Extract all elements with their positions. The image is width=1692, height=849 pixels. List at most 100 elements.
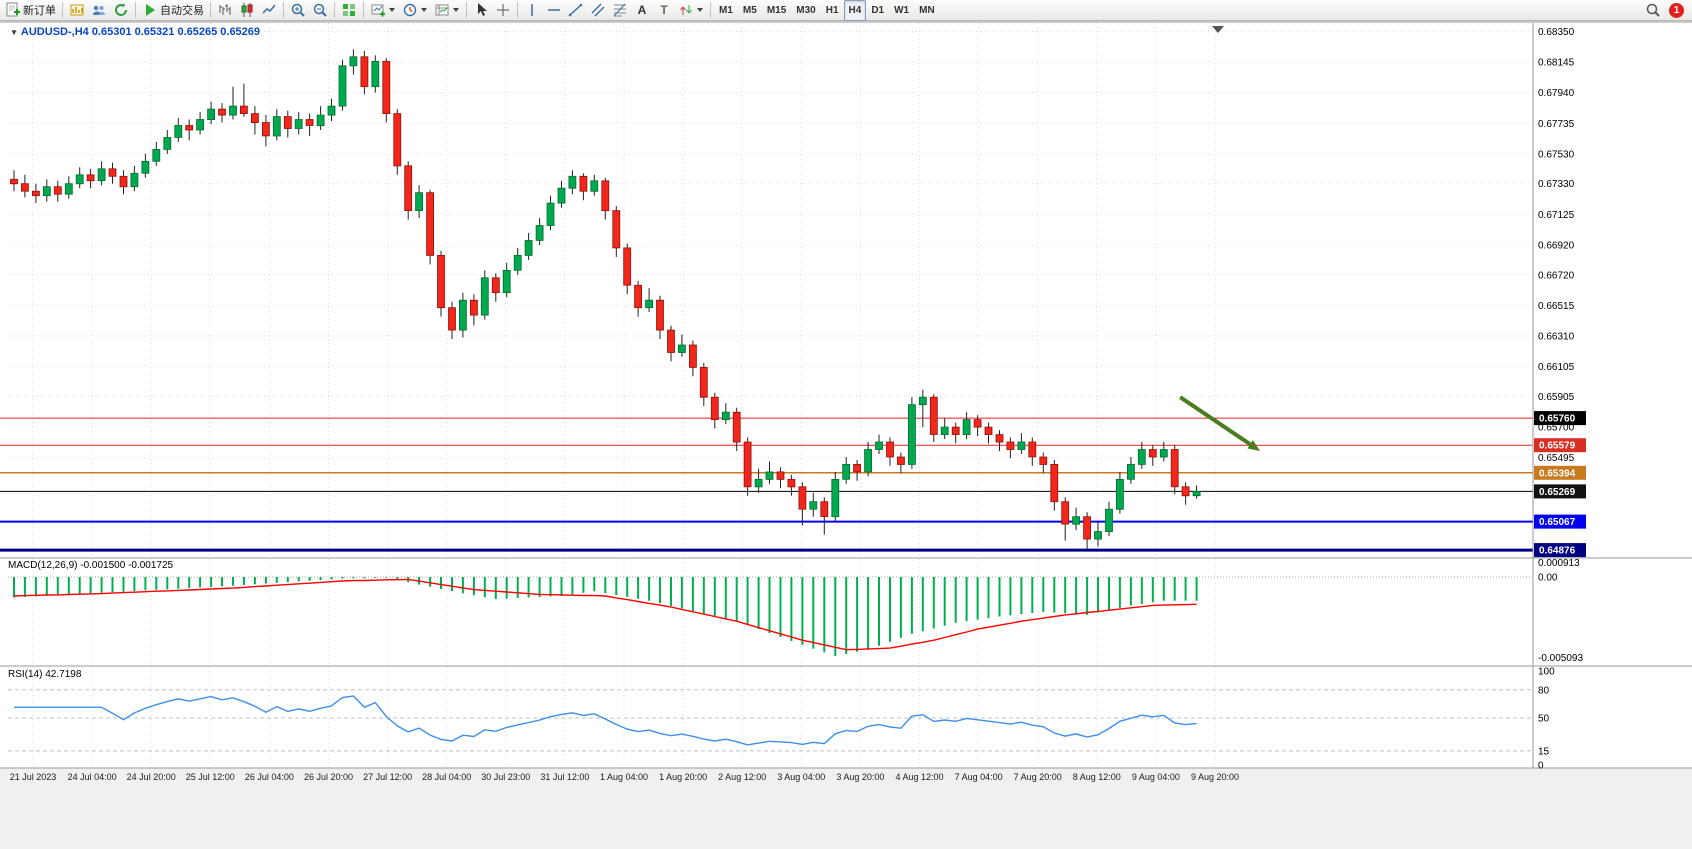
symbol-marker-icon[interactable]: ▼ bbox=[10, 27, 18, 37]
toolbar-separator bbox=[466, 2, 467, 18]
market-watch-button[interactable] bbox=[66, 0, 88, 21]
tile-icon bbox=[341, 2, 357, 18]
line-chart-button[interactable] bbox=[258, 0, 280, 21]
toolbar-separator bbox=[363, 2, 364, 18]
channel-icon bbox=[590, 2, 606, 18]
vline-icon bbox=[524, 2, 540, 18]
svg-text:27 Jul 12:00: 27 Jul 12:00 bbox=[363, 772, 412, 782]
tf-mn-button[interactable]: MN bbox=[919, 4, 935, 16]
accounts-button[interactable] bbox=[88, 0, 110, 21]
svg-text:30 Jul 23:00: 30 Jul 23:00 bbox=[481, 772, 530, 782]
svg-text:1 Aug 04:00: 1 Aug 04:00 bbox=[600, 772, 648, 782]
horizontal-line-button[interactable] bbox=[543, 0, 565, 21]
tf-d1-button[interactable]: D1 bbox=[871, 4, 885, 16]
svg-text:31 Jul 12:00: 31 Jul 12:00 bbox=[540, 772, 589, 782]
tf-m1-button[interactable]: M1 bbox=[719, 4, 733, 16]
svg-text:24 Jul 20:00: 24 Jul 20:00 bbox=[127, 772, 176, 782]
chart-canvas[interactable]: 0.68350 0.68145 0.67940 0.67735 0.67530 0.673… bbox=[0, 21, 1692, 849]
bar-chart-button[interactable] bbox=[214, 0, 236, 21]
svg-text:2 Aug 12:00: 2 Aug 12:00 bbox=[718, 772, 766, 782]
svg-text:0.67530: 0.67530 bbox=[1538, 149, 1575, 160]
candlesticks bbox=[10, 49, 1201, 550]
price-axis: 0.68350 0.68145 0.67940 0.67735 0.67530 0.673… bbox=[1534, 27, 1586, 772]
caret-icon bbox=[420, 2, 428, 18]
arrows-button[interactable] bbox=[675, 0, 707, 21]
candles-style-icon bbox=[239, 2, 255, 18]
toolbar-separator bbox=[334, 2, 335, 18]
new-order-button[interactable]: 新订单 bbox=[2, 0, 59, 21]
chart-background bbox=[0, 22, 1692, 768]
periods-button[interactable] bbox=[399, 0, 431, 21]
tf-w1-button[interactable]: W1 bbox=[894, 4, 910, 16]
toolbar-right: 1 bbox=[1642, 0, 1690, 21]
rsi-panel bbox=[8, 689, 1532, 752]
toolbar-buttons: 新订单 自动交易 A T M1 M5 M15 M30 H1 H4 D1 W1 MN bbox=[2, 0, 940, 21]
caret-icon bbox=[696, 2, 704, 18]
svg-text:50: 50 bbox=[1538, 714, 1550, 725]
svg-text:-0.005093: -0.005093 bbox=[1538, 653, 1583, 664]
horizontal-level-lines[interactable] bbox=[0, 417, 1533, 552]
candlestick-chart-button[interactable] bbox=[236, 0, 258, 21]
text-button[interactable]: A bbox=[631, 0, 653, 21]
market-watch-icon bbox=[69, 2, 85, 18]
price-badge: 0.64876 bbox=[1534, 543, 1586, 558]
line-style-icon bbox=[261, 2, 277, 18]
svg-text:8 Aug 12:00: 8 Aug 12:00 bbox=[1073, 772, 1121, 782]
tf-m5-button[interactable]: M5 bbox=[742, 4, 757, 16]
notifications-badge[interactable]: 1 bbox=[1669, 2, 1684, 18]
svg-text:80: 80 bbox=[1538, 685, 1550, 696]
svg-text:0.65394: 0.65394 bbox=[1539, 468, 1576, 479]
play-icon bbox=[142, 2, 158, 18]
toolbar: 新订单 自动交易 A T M1 M5 M15 M30 H1 H4 D1 W1 MN 1 bbox=[0, 0, 1692, 21]
svg-text:0.66105: 0.66105 bbox=[1538, 362, 1575, 373]
trendline-icon bbox=[568, 2, 584, 18]
svg-text:100: 100 bbox=[1538, 667, 1555, 678]
chart-window: 0.68350 0.68145 0.67940 0.67735 0.67530 0.673… bbox=[0, 21, 1692, 849]
new-chart-icon bbox=[370, 2, 386, 18]
tf-m30-button[interactable]: M30 bbox=[796, 4, 816, 16]
svg-text:0.67125: 0.67125 bbox=[1538, 210, 1575, 221]
refresh-button[interactable] bbox=[110, 0, 132, 21]
svg-text:3 Aug 20:00: 3 Aug 20:00 bbox=[836, 772, 884, 782]
macd-label: MACD(12,26,9) -0.001500 -0.001725 bbox=[8, 560, 174, 571]
svg-text:0.67940: 0.67940 bbox=[1538, 88, 1575, 99]
svg-text:0.66720: 0.66720 bbox=[1538, 270, 1575, 281]
svg-text:0.65495: 0.65495 bbox=[1538, 453, 1575, 464]
svg-text:A: A bbox=[638, 3, 647, 17]
vertical-line-button[interactable] bbox=[521, 0, 543, 21]
svg-text:0.64876: 0.64876 bbox=[1539, 546, 1576, 557]
svg-text:26 Jul 20:00: 26 Jul 20:00 bbox=[304, 772, 353, 782]
tf-h1-button[interactable]: H1 bbox=[825, 4, 839, 16]
new-order-icon bbox=[5, 2, 21, 18]
search-button[interactable] bbox=[1642, 0, 1664, 21]
price-badge: 0.65269 bbox=[1534, 484, 1586, 499]
svg-text:25 Jul 12:00: 25 Jul 12:00 bbox=[186, 772, 235, 782]
tile-windows-button[interactable] bbox=[338, 0, 360, 21]
crosshair-button[interactable] bbox=[492, 0, 514, 21]
svg-text:1 Aug 20:00: 1 Aug 20:00 bbox=[659, 772, 707, 782]
zoom-out-button[interactable] bbox=[309, 0, 331, 21]
chart-shift-marker[interactable] bbox=[1212, 26, 1224, 33]
cursor-button[interactable] bbox=[470, 0, 492, 21]
tf-m15-button[interactable]: M15 bbox=[766, 4, 787, 16]
cursor-icon bbox=[473, 2, 489, 18]
text-label-button[interactable]: T bbox=[653, 0, 675, 21]
trend-arrow-annotation[interactable] bbox=[1179, 395, 1261, 451]
svg-text:0.65579: 0.65579 bbox=[1539, 441, 1576, 452]
macd-panel bbox=[8, 576, 1532, 656]
tf-h4-button[interactable]: H4 bbox=[843, 0, 867, 21]
svg-text:4 Aug 12:00: 4 Aug 12:00 bbox=[895, 772, 943, 782]
bars-style-icon bbox=[217, 2, 233, 18]
fibonacci-button[interactable] bbox=[609, 0, 631, 21]
trendline-button[interactable] bbox=[565, 0, 587, 21]
toolbar-separator bbox=[135, 2, 136, 18]
zoom-in-button[interactable] bbox=[287, 0, 309, 21]
caret-icon bbox=[452, 2, 460, 18]
svg-text:0.65269: 0.65269 bbox=[1539, 487, 1576, 498]
autotrading-button[interactable]: 自动交易 bbox=[139, 0, 207, 21]
svg-text:0: 0 bbox=[1538, 761, 1544, 772]
channel-button[interactable] bbox=[587, 0, 609, 21]
new-chart-button[interactable] bbox=[367, 0, 399, 21]
templates-button[interactable] bbox=[431, 0, 463, 21]
